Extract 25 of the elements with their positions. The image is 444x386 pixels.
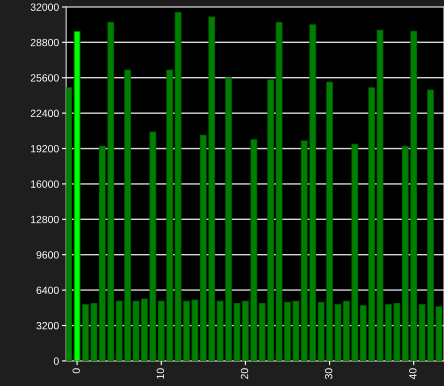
y-tick-label: 12800	[31, 216, 59, 224]
y-tick-label: 22400	[30, 110, 59, 118]
y-tick-label: 32000	[30, 3, 59, 11]
bar	[158, 300, 165, 361]
x-tick-label: 40	[409, 368, 416, 380]
x-tick-label: 30	[324, 368, 332, 380]
y-tick-label: 6400	[36, 286, 59, 294]
y-tick-label: 3200	[36, 322, 59, 330]
y-tick-label: 16000	[31, 180, 59, 188]
x-tick-label: 0	[72, 368, 80, 374]
x-tick-label: 10	[156, 368, 164, 379]
y-tick-label: 28800	[30, 38, 59, 46]
bar	[309, 24, 316, 361]
y-tick-label: 9600	[36, 251, 59, 259]
bar	[208, 16, 216, 361]
bar	[351, 144, 358, 361]
bar	[107, 22, 114, 361]
bar	[360, 305, 367, 361]
bar	[402, 146, 409, 361]
x-tick-label: 20	[240, 368, 248, 379]
y-tick-label: 19200	[31, 145, 59, 152]
y-tick-label: 25600	[30, 74, 59, 82]
bar	[410, 30, 418, 361]
y-tick-label: 0	[54, 357, 59, 365]
bar	[258, 302, 266, 361]
